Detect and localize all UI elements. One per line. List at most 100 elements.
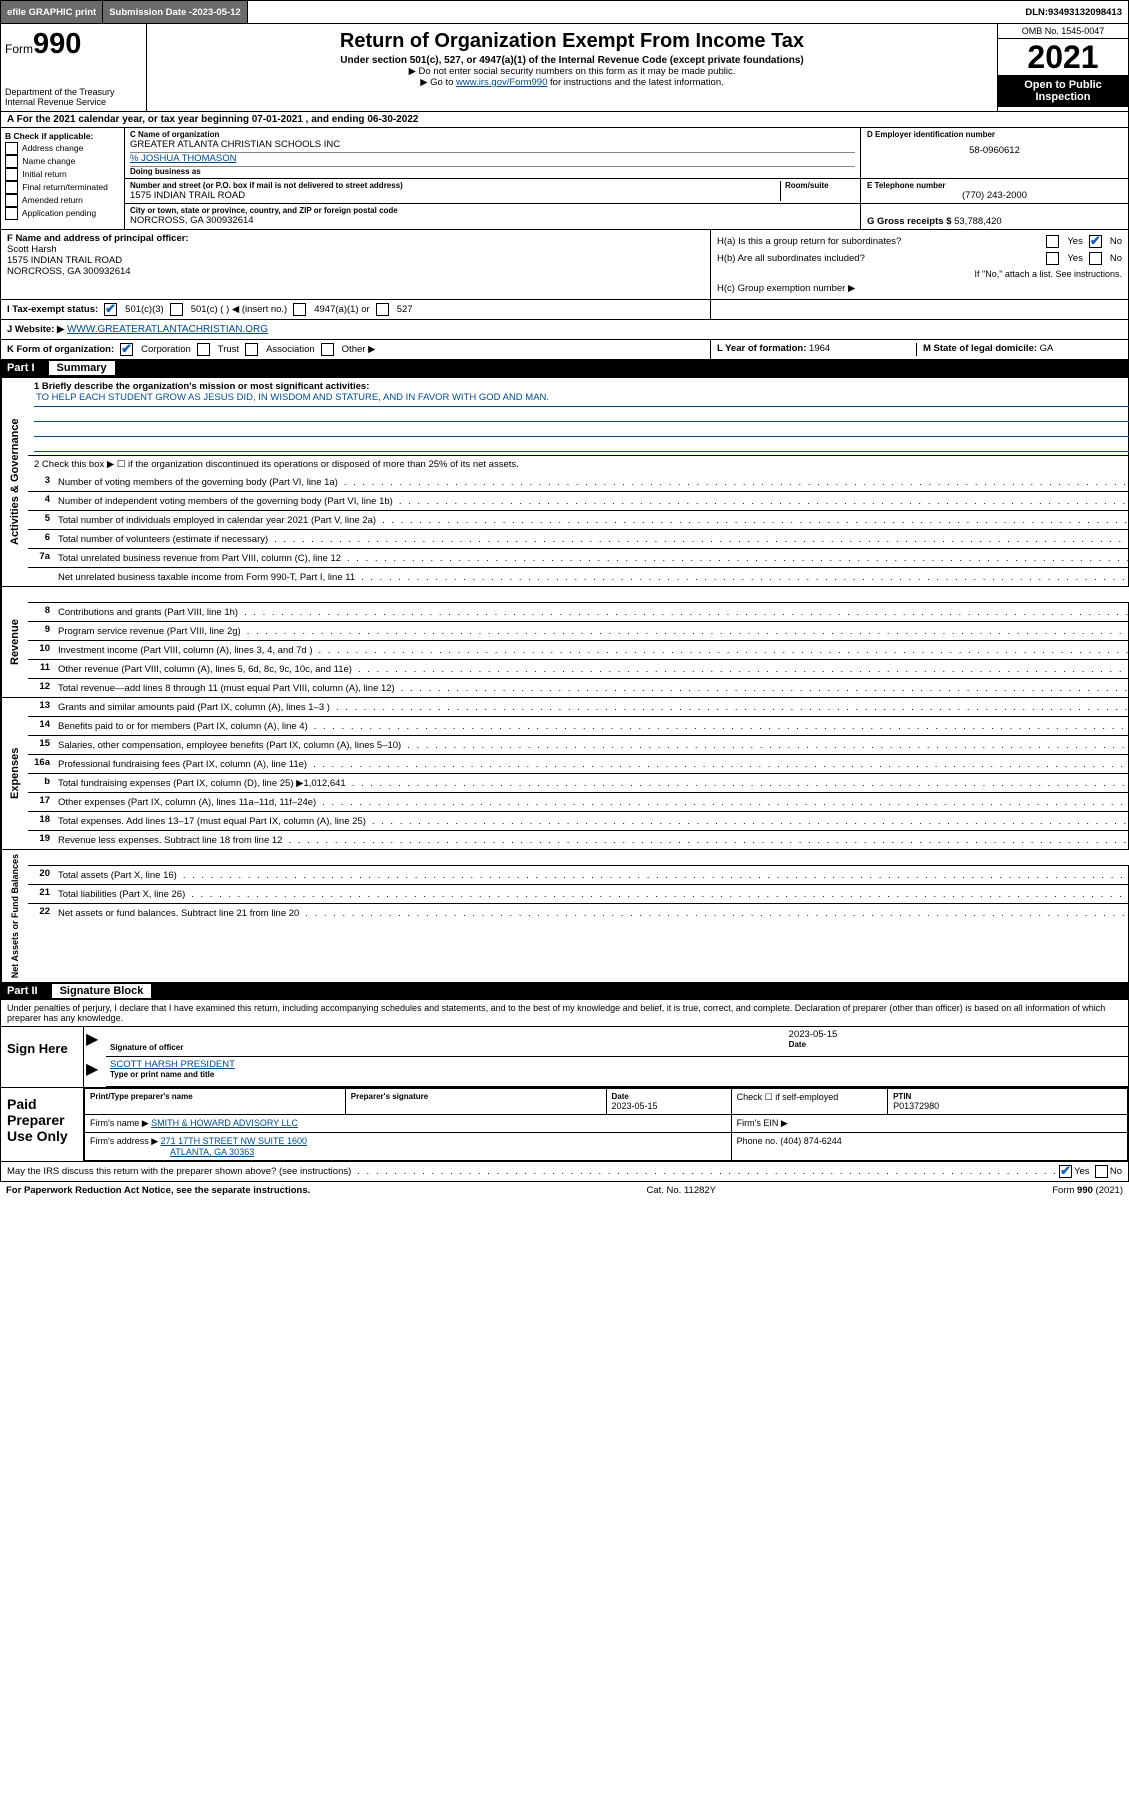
open-to-public: Open to Public Inspection: [998, 75, 1128, 107]
part-1-header: Part I Summary: [1, 359, 1128, 377]
table-row: 7a Total unrelated business revenue from…: [28, 549, 1129, 568]
note2-post: for instructions and the latest informat…: [547, 77, 723, 88]
section-b-c: B Check if applicable: Address change Na…: [1, 127, 1128, 229]
cb-association[interactable]: [245, 343, 258, 356]
date-label: Date: [789, 1040, 1124, 1049]
section-f: F Name and address of principal officer:…: [1, 230, 711, 299]
cb-final-return[interactable]: Final return/terminated: [5, 181, 120, 194]
table-row: 13 Grants and similar amounts paid (Part…: [28, 698, 1129, 717]
h-a-row: H(a) Is this a group return for subordin…: [717, 233, 1122, 250]
hb-no-cb[interactable]: [1089, 252, 1102, 265]
cb-application-pending[interactable]: Application pending: [5, 207, 120, 220]
firm-phone-cell: Phone no. (404) 874-6244: [731, 1133, 1127, 1161]
firm-name-cell: Firm's name ▶ SMITH & HOWARD ADVISORY LL…: [85, 1115, 732, 1133]
cb-initial-return[interactable]: Initial return: [5, 168, 120, 181]
f-label: F Name and address of principal officer:: [7, 233, 704, 244]
gross-value: 53,788,420: [954, 216, 1002, 227]
mission-text: TO HELP EACH STUDENT GROW AS JESUS DID, …: [34, 392, 1129, 407]
j-label: J Website: ▶: [7, 324, 67, 335]
m-value: GA: [1040, 343, 1054, 354]
cb-trust[interactable]: [197, 343, 210, 356]
org-name: GREATER ATLANTA CHRISTIAN SCHOOLS INC: [130, 139, 855, 150]
f-name: Scott Harsh: [7, 244, 704, 255]
header-right: OMB No. 1545-0047 2021 Open to Public In…: [997, 24, 1128, 111]
table-row: 22 Net assets or fund balances. Subtract…: [28, 904, 1129, 922]
table-row: 12 Total revenue—add lines 8 through 11 …: [28, 679, 1129, 697]
gross-label: G Gross receipts $: [867, 216, 954, 227]
table-row: 17 Other expenses (Part IX, column (A), …: [28, 793, 1129, 812]
part2-num: Part II: [7, 985, 38, 997]
phone-cell: E Telephone number (770) 243-2000: [861, 179, 1128, 203]
ein-value: 58-0960612: [867, 139, 1122, 162]
may-irs-no-cb[interactable]: [1095, 1165, 1108, 1178]
efile-graphic-print-button[interactable]: efile GRAPHIC print: [1, 1, 103, 23]
cb-501c3[interactable]: [104, 303, 117, 316]
f-addr1: 1575 INDIAN TRAIL ROAD: [7, 255, 704, 266]
gross-cell: G Gross receipts $ 53,788,420: [861, 204, 1128, 229]
hb-yes-cb[interactable]: [1046, 252, 1059, 265]
top-bar: efile GRAPHIC print Submission Date - 20…: [0, 0, 1129, 24]
website-link[interactable]: WWW.GREATERATLANTACHRISTIAN.ORG: [67, 324, 268, 335]
page-footer: For Paperwork Reduction Act Notice, see …: [0, 1182, 1129, 1199]
table-row: 15 Salaries, other compensation, employe…: [28, 736, 1129, 755]
i-label: I Tax-exempt status:: [7, 304, 98, 315]
vlabel-net: Net Assets or Fund Balances: [1, 850, 28, 982]
table-row: 5 Total number of individuals employed i…: [28, 511, 1129, 530]
cb-amended-return[interactable]: Amended return: [5, 194, 120, 207]
cb-other[interactable]: [321, 343, 334, 356]
part1-title: Summary: [49, 361, 115, 375]
h-c-row: H(c) Group exemption number ▶: [717, 281, 1122, 296]
net-header: Beginning of Current Year End of Year: [28, 850, 1129, 866]
irs-link[interactable]: www.irs.gov/Form990: [456, 77, 547, 88]
table-row: b Total fundraising expenses (Part IX, c…: [28, 774, 1129, 793]
firm-ein-cell: Firm's EIN ▶: [731, 1115, 1127, 1133]
table-row: 14 Benefits paid to or for members (Part…: [28, 717, 1129, 736]
table-row: 21 Total liabilities (Part X, line 26) 2…: [28, 885, 1129, 904]
column-c: C Name of organization GREATER ATLANTA C…: [125, 128, 1128, 229]
l-label: L Year of formation:: [717, 343, 809, 354]
part2-title: Signature Block: [52, 984, 152, 998]
ha-yes-cb[interactable]: [1046, 235, 1059, 248]
form-title: Return of Organization Exempt From Incom…: [155, 30, 989, 53]
addr-label: Number and street (or P.O. box if mail i…: [130, 181, 780, 190]
line-1: 1 Briefly describe the organization's mi…: [28, 378, 1129, 455]
preparer-table: Print/Type preparer's name Preparer's si…: [84, 1088, 1128, 1161]
cb-address-change[interactable]: Address change: [5, 142, 120, 155]
cb-4947[interactable]: [293, 303, 306, 316]
sign-here-label: Sign Here: [1, 1027, 84, 1087]
room-label: Room/suite: [785, 181, 855, 190]
cb-name-change[interactable]: Name change: [5, 155, 120, 168]
row-a-tax-year: A For the 2021 calendar year, or tax yea…: [1, 111, 1128, 127]
table-row: Net unrelated business taxable income fr…: [28, 568, 1129, 586]
may-irs-label: May the IRS discuss this return with the…: [7, 1166, 351, 1177]
part1-num: Part I: [7, 362, 35, 374]
section-h: H(a) Is this a group return for subordin…: [711, 230, 1128, 299]
ein-cell: D Employer identification number 58-0960…: [861, 128, 1128, 178]
dept-label: Department of the Treasury Internal Reve…: [5, 87, 142, 107]
addr-value: 1575 INDIAN TRAIL ROAD: [130, 190, 780, 201]
sig-date: 2023-05-15: [789, 1029, 1124, 1040]
cb-corporation[interactable]: [120, 343, 133, 356]
form-subtitle: Under section 501(c), 527, or 4947(a)(1)…: [155, 55, 989, 66]
type-name-label: Type or print name and title: [110, 1070, 1124, 1079]
may-irs-yes-cb[interactable]: [1059, 1165, 1072, 1178]
vlabel-revenue: Revenue: [1, 587, 28, 697]
form-note-1: ▶ Do not enter social security numbers o…: [155, 66, 989, 77]
section-k-l-m: K Form of organization: Corporation Trus…: [1, 339, 1128, 359]
ein-label: D Employer identification number: [867, 130, 1122, 139]
ha-no-cb[interactable]: [1089, 235, 1102, 248]
submission-date-button[interactable]: Submission Date - 2023-05-12: [103, 1, 247, 23]
phone-value: (770) 243-2000: [867, 190, 1122, 201]
form-container: Form990 Department of the Treasury Inter…: [0, 24, 1129, 1182]
officer-name: SCOTT HARSH PRESIDENT: [110, 1059, 1124, 1070]
line-2: 2 Check this box ▶ ☐ if the organization…: [28, 455, 1129, 473]
dba-label: Doing business as: [130, 167, 855, 176]
section-revenue: Revenue Prior Year Current Year 8 Contri…: [1, 586, 1128, 697]
sig-officer-label: Signature of officer: [110, 1043, 781, 1052]
paid-prep-label: Paid Preparer Use Only: [1, 1088, 84, 1161]
vlabel-governance: Activities & Governance: [1, 378, 28, 586]
cb-501c[interactable]: [170, 303, 183, 316]
submission-date-value: 2023-05-12: [192, 7, 241, 18]
firm-addr-cell: Firm's address ▶ 271 17TH STREET NW SUIT…: [85, 1133, 732, 1161]
cb-527[interactable]: [376, 303, 389, 316]
